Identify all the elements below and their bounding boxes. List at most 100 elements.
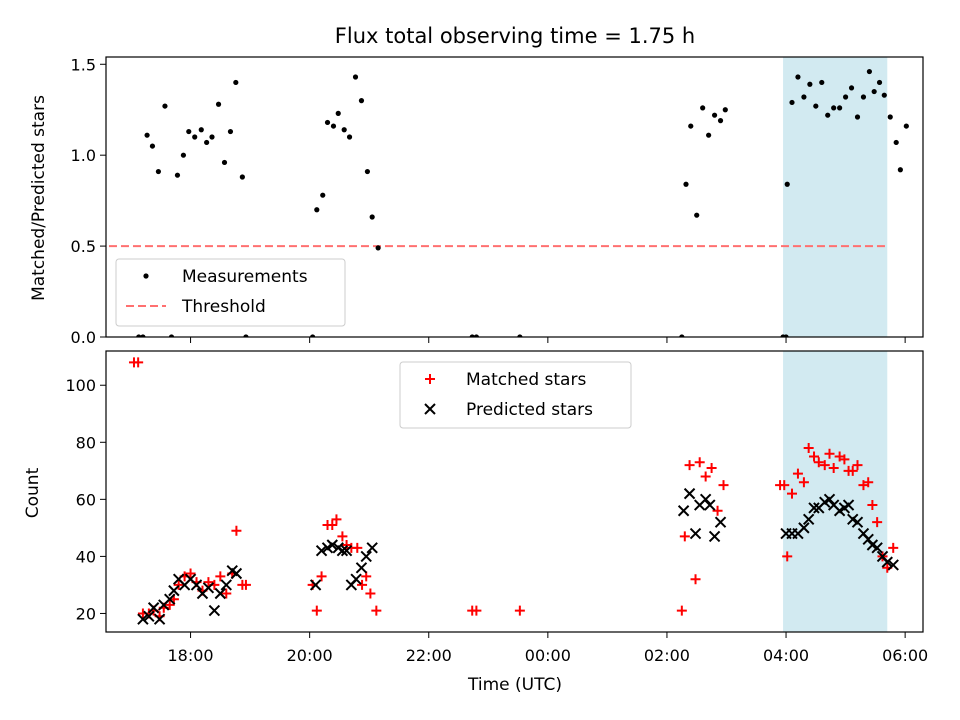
chart-title: Flux total observing time = 1.75 h [335,24,695,48]
matched-stars-point [813,457,824,468]
matched-stars-point [679,531,690,542]
predicted-stars-point [164,593,176,605]
matched-stars-point [471,605,482,616]
highlight-span [783,351,888,632]
predicted-stars-point [137,613,149,625]
measurements-point [694,212,700,218]
measurements-point [848,85,855,91]
predicted-stars-point [887,559,899,571]
predicted-stars-point [699,493,712,506]
measurements-point [140,334,146,337]
predicted-stars-point [689,527,702,540]
matched-stars-point [164,599,175,610]
measurements-point [711,112,718,118]
predicted-stars-point [202,582,215,594]
measurements-point [706,132,712,138]
predicted-stars-point [851,516,864,528]
measurements-point [825,112,831,118]
matched-stars-point [867,500,878,511]
y-tick-label: 1.0 [71,146,96,165]
predicted-stars-point [823,493,836,506]
measurements-point [346,134,353,140]
predicted-stars-point [309,579,322,591]
measurements-point [186,128,192,135]
matched-stars-point [700,471,711,482]
measurements-point [887,114,893,120]
measurements-point [700,105,706,111]
predicted-stars-point [168,584,180,597]
matched-stars-point [240,579,251,590]
predicted-stars-point [350,573,362,585]
measurements-point [243,334,249,337]
predicted-stars-point [677,505,690,517]
x-tick-label: 06:00 [882,646,928,665]
measurements-point [330,123,337,129]
matched-stars-point [819,460,830,471]
matched-stars-point [847,465,858,476]
predicted-stars-point [360,550,372,563]
measurements-point [517,334,523,337]
matched-stars-point [203,577,214,588]
measurements-point [192,134,198,140]
measurements-point [897,167,903,173]
predicted-stars-point [190,579,203,591]
measurements-point [310,334,316,337]
measurements-point [352,74,359,80]
matched-stars-point [352,542,363,553]
measurements-point [860,94,867,100]
matched-stars-point [337,531,348,542]
matched-stars-point [824,448,835,459]
measurements-point [819,79,825,86]
measurements-point [227,128,234,135]
predicted-stars-point [802,513,815,526]
matched-stars-point [809,451,820,462]
legend-label: Matched stars [466,370,586,390]
matched-stars-point [173,579,184,590]
measurements-point [320,192,326,198]
measurements-point [204,139,210,146]
measurements-point [876,79,883,86]
predicted-stars-point [714,516,727,528]
axes-frame [105,350,924,633]
legend: Matched stars Predicted stars [399,361,632,429]
measurements-point [369,214,375,220]
matched-stars-point [712,505,723,516]
matched-stars-point [786,488,797,499]
measurements-point [239,174,245,180]
matched-stars-point [133,357,144,368]
measurements-point [198,127,204,133]
predicted-stars-point [366,542,378,554]
measurements-point [837,105,843,111]
matched-stars-point [371,605,382,616]
measurements-point [784,181,790,187]
predicted-stars-point [230,567,243,580]
measurements-point [221,159,228,166]
count-panel: 20 40 60 80 100 18:00 20:00 22:00 00:00 02:00 04:0… [65,350,928,665]
legend: Measurements Threshold [115,258,346,327]
matched-stars-point [803,442,814,453]
matched-stars-point [231,525,242,536]
measurements-point [314,207,320,213]
measurements-point [209,134,215,140]
measurements-point [893,139,899,146]
x-tick-label: 04:00 [763,646,809,665]
matched-stars-point [706,462,717,473]
matched-stars-point [357,579,368,590]
x-tick-label: 20:00 [287,646,333,665]
predicted-stars-point [147,602,160,614]
matched-stars-point [839,454,850,465]
measurements-point [789,99,795,106]
predicted-stars-point [683,487,696,500]
predicted-stars-point [340,544,353,557]
predicted-stars-point [355,562,368,574]
measurements-point [364,168,371,175]
matched-stars-point [782,551,793,562]
x-axis-title: Time (UTC) [467,675,562,695]
measurements-point [795,74,801,80]
measurements-point [155,168,162,175]
predicted-stars-point [798,522,810,534]
y-tick-label: 0.5 [71,237,96,256]
y-tick-label: 40 [76,547,96,566]
matched-stars-point [215,571,226,582]
